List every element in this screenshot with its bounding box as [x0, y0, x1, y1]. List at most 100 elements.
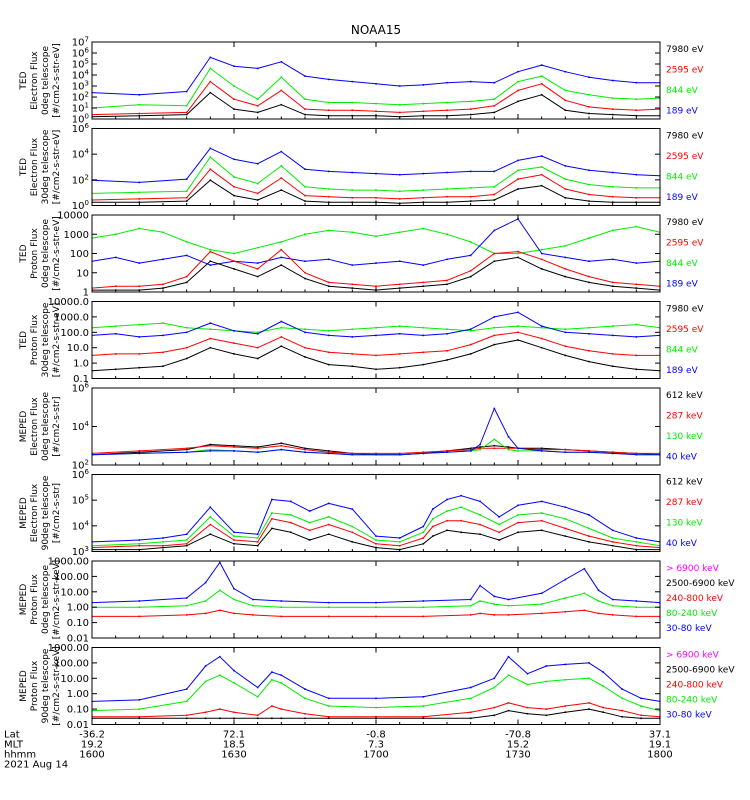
p8-series-blue [92, 656, 660, 702]
p7-point-red [507, 614, 510, 616]
p7-series-red [92, 609, 660, 617]
p6-point-black [446, 529, 448, 532]
p6-point-green [540, 512, 543, 514]
p3-point-blue [185, 254, 188, 257]
p7-point-blue [540, 592, 543, 595]
p3-point-green [375, 235, 377, 237]
legend-entry: 189 eV [666, 366, 699, 376]
p5-point-red [351, 452, 354, 455]
p4-point-blue [304, 331, 306, 334]
p8-point-black [327, 717, 330, 720]
p2-point-green [351, 189, 354, 191]
p6-point-blue [209, 506, 212, 508]
y-axis-label-line: 0deg telescope [41, 46, 51, 116]
p5-point-blue [469, 450, 472, 452]
p4-point-black [162, 365, 164, 367]
p4-point-red [351, 353, 354, 355]
p3-point-green [540, 248, 543, 251]
p8-point-green [507, 674, 510, 676]
y-axis-label-line: Proton Flux [30, 574, 40, 625]
y-axis-label-line: 0deg telescope [41, 219, 51, 289]
p4-point-black [304, 356, 306, 358]
p4-point-red [611, 353, 614, 355]
p4-point-red [635, 354, 638, 357]
panel-p8: 0.01 0.10 1.00 10.00 100.00 1000.00 MEPED Proto… [19, 643, 735, 731]
legend-entry: 287 keV [666, 498, 703, 508]
p1-point-blue [256, 67, 259, 70]
p3-point-blue [446, 258, 448, 261]
y-tick-label: 102 [72, 173, 89, 186]
p2-point-green [446, 188, 448, 190]
y-axis-label-line: [#/cm2-s-str-eV] [52, 43, 62, 118]
legend-entry: 189 eV [666, 107, 699, 117]
p4-point-black [540, 346, 543, 349]
p3-point-green [446, 233, 448, 235]
p2-point-black [233, 194, 235, 197]
y-tick-label: 104 [72, 69, 90, 82]
y-tick-label: 100 [72, 113, 89, 126]
p4-point-blue [114, 333, 117, 335]
p1-point-black [185, 113, 188, 116]
panel-p5: 102 104 106 MEPED Electron Flux 0deg telescop… [19, 382, 703, 472]
y-axis-label-line: Proton Flux [30, 314, 40, 365]
p3-point-red [446, 279, 448, 282]
p6-point-green [498, 523, 500, 526]
p7-point-green [469, 604, 472, 607]
p7-point-red [611, 614, 614, 616]
p7-point-green [233, 598, 235, 601]
p6-point-red [185, 543, 188, 545]
p2-point-red [327, 195, 330, 198]
p4-point-red [162, 351, 164, 354]
p3-point-green [327, 229, 330, 232]
y-axis-label-line: Proton Flux [30, 228, 40, 279]
p6-point-blue [635, 537, 638, 539]
p4-point-black [398, 366, 401, 369]
p2-point-black [304, 200, 306, 202]
p4-point-red [256, 346, 259, 349]
p8-point-blue [422, 696, 425, 698]
p7-point-blue [469, 598, 472, 601]
p7-point-red [493, 614, 496, 616]
p1-point-green [588, 94, 590, 96]
p4-point-black [446, 359, 448, 361]
p5-point-blue [351, 453, 354, 456]
p3-point-blue [398, 260, 401, 262]
p8-point-blue [256, 686, 259, 689]
p7-point-red [583, 609, 586, 612]
p4-point-blue [493, 316, 496, 318]
y-tick-label: 106 [72, 47, 90, 60]
p1-point-green [398, 103, 401, 106]
p6-point-red [588, 535, 590, 537]
series-group [92, 655, 660, 720]
p8-point-green [422, 705, 425, 707]
p3-point-green [114, 233, 117, 235]
p6-point-blue [588, 514, 590, 516]
y-tick-label: 10.00 [60, 587, 89, 598]
p1-point-green [517, 80, 519, 83]
p8-point-black [375, 717, 377, 720]
p8-point-black [204, 717, 207, 720]
p4-point-red [588, 350, 590, 352]
y-axis-label-line: TED [19, 71, 29, 90]
p2-point-black [327, 201, 330, 203]
p1-point-red [635, 109, 638, 111]
p1-point-red [209, 80, 212, 83]
legend-entry: 2595 eV [666, 66, 704, 76]
p6-point-red [256, 541, 259, 543]
p1-point-blue [233, 65, 235, 67]
p8-point-blue [219, 655, 221, 658]
p8-point-blue [469, 686, 472, 689]
p3-point-blue [422, 264, 425, 266]
p5-point-green [493, 438, 496, 441]
legend-entry: 130 keV [666, 519, 703, 529]
p8-point-green [469, 697, 472, 700]
legend-entry: 30-80 keV [666, 624, 712, 634]
p4-point-red [564, 345, 567, 347]
p3-point-red [114, 285, 117, 287]
legend-entry: 7980 eV [666, 132, 704, 142]
p6-point-green [635, 541, 638, 543]
p5-point-black [327, 450, 330, 452]
y-tick-label: 10.0 [67, 343, 89, 354]
footer-row-label: MLT [4, 740, 24, 751]
p3-point-blue [256, 262, 259, 264]
